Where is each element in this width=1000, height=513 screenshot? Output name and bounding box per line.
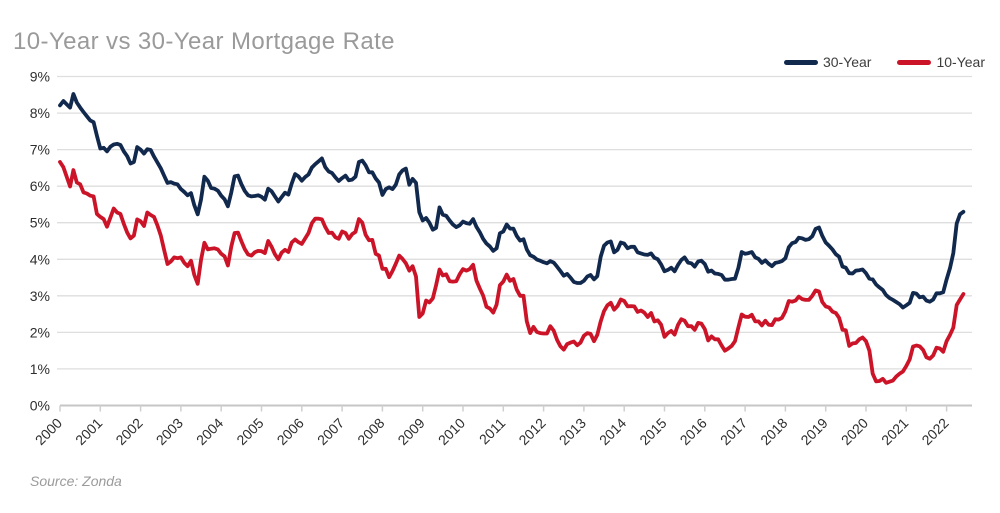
y-tick-label: 8%: [30, 105, 50, 121]
legend-label-30-year: 30-Year: [822, 54, 872, 70]
y-tick-label: 4%: [30, 251, 50, 267]
x-tick-label: 2000: [32, 415, 65, 448]
y-tick-label: 1%: [30, 361, 50, 377]
legend-swatch-10-year-icon: [897, 59, 932, 65]
x-tick-label: 2020: [838, 415, 871, 448]
legend-item-10-year: 10-Year: [897, 54, 985, 70]
legend-label-10-year: 10-Year: [936, 54, 985, 70]
series-line-30-year: [58, 92, 966, 310]
y-tick-label: 6%: [30, 178, 50, 194]
legend-item-30-year: 30-Year: [783, 54, 872, 70]
y-tick-label: 2%: [30, 324, 50, 340]
x-tick-label: 2004: [193, 415, 226, 448]
x-tick-label: 2007: [314, 415, 347, 448]
x-tick-label: 2012: [515, 415, 548, 448]
x-tick-label: 2013: [556, 415, 589, 448]
x-tick-label: 2021: [878, 415, 911, 448]
gridlines: [57, 75, 972, 370]
x-tick-label: 2011: [476, 415, 509, 448]
x-axis-labels: 2000 2001 2002 2003 2004 2005 2006 2007 2008 2009…: [32, 415, 952, 448]
x-tick-label: 2009: [394, 415, 427, 448]
chart-title: 10-Year vs 30-Year Mortgage Rate: [13, 28, 395, 56]
x-axis: [59, 404, 972, 412]
x-tick-label: 2016: [677, 415, 710, 448]
y-tick-label: 5%: [30, 215, 50, 231]
source-note: Source: Zonda: [30, 473, 122, 489]
legend-swatch-30-year-icon: [783, 59, 818, 65]
x-tick-label: 2003: [153, 415, 186, 448]
x-tick-label: 2006: [274, 415, 307, 448]
y-axis-labels: 0% 1% 2% 3% 4% 5% 6% 7% 8% 9%: [30, 69, 50, 414]
x-tick-label: 2017: [717, 415, 750, 448]
x-tick-label: 2008: [354, 415, 387, 448]
x-tick-label: 2015: [636, 415, 669, 448]
y-tick-label: 3%: [30, 288, 50, 304]
x-tick-label: 2005: [233, 415, 266, 448]
y-tick-label: 0%: [30, 398, 50, 414]
x-tick-label: 2010: [435, 415, 468, 448]
x-tick-label: 2022: [918, 415, 951, 448]
chart-legend: 30-Year 10-Year: [783, 54, 985, 70]
x-tick-label: 2014: [596, 415, 629, 448]
y-tick-label: 7%: [30, 142, 50, 158]
y-tick-label: 9%: [30, 69, 50, 85]
x-tick-label: 2018: [757, 415, 790, 448]
series-lines: [58, 92, 966, 385]
x-tick-label: 2019: [797, 415, 830, 448]
x-tick-label: 2002: [112, 415, 145, 448]
series-line-10-year: [58, 160, 966, 385]
x-tick-label: 2001: [72, 415, 105, 448]
